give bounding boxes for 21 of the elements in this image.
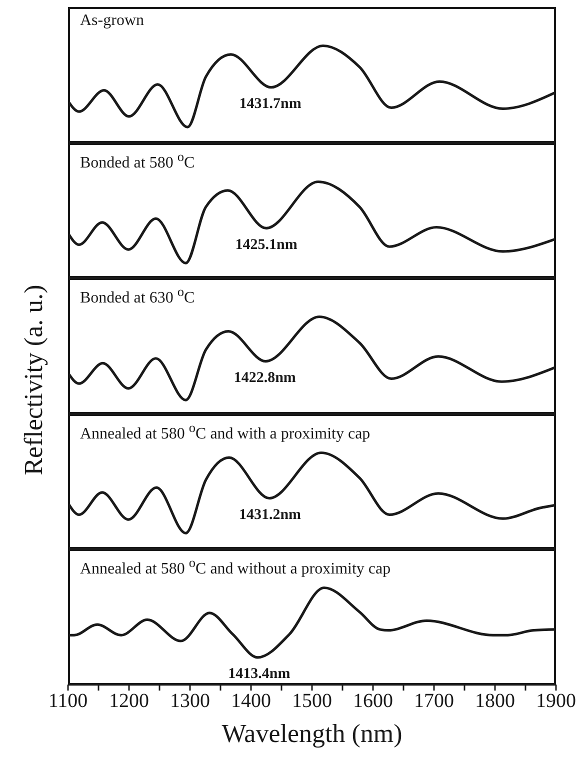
- x-tick-label: 1100: [48, 690, 88, 712]
- x-tick-label: 1300: [170, 690, 210, 712]
- y-axis-title: Reflectivity (a. u.): [19, 284, 49, 476]
- x-tick-label: 1800: [475, 690, 515, 712]
- annotation: 1431.7nm: [239, 96, 302, 112]
- annotation: 1431.2nm: [239, 506, 302, 523]
- chart-title: Bonded at 580 $^{o}$C: [80, 148, 195, 173]
- annotation: 1425.1nm: [235, 236, 298, 252]
- x-tick-label: 1700: [414, 690, 454, 712]
- x-tick-label: 1600: [353, 690, 393, 712]
- annotation: 1422.8nm: [234, 370, 296, 386]
- x-axis-title: Wavelength (nm): [220, 718, 404, 749]
- chart-title: Bonded at 630 $^{o}$C: [80, 283, 195, 309]
- chart-title: Annealed at 580 $^{o}$C and with a proximity cap: [80, 418, 370, 444]
- annotation: 1413.4nm: [228, 666, 291, 683]
- x-tick-label: 1900: [536, 690, 576, 712]
- chart-title: As-grown: [80, 11, 144, 31]
- x-tick-label: 1200: [109, 690, 149, 712]
- x-tick-label: 1400: [231, 690, 271, 712]
- chart-title: Annealed at 580 $^{o}$C and without a proximity cap: [80, 554, 391, 580]
- x-tick-label: 1500: [292, 690, 332, 712]
